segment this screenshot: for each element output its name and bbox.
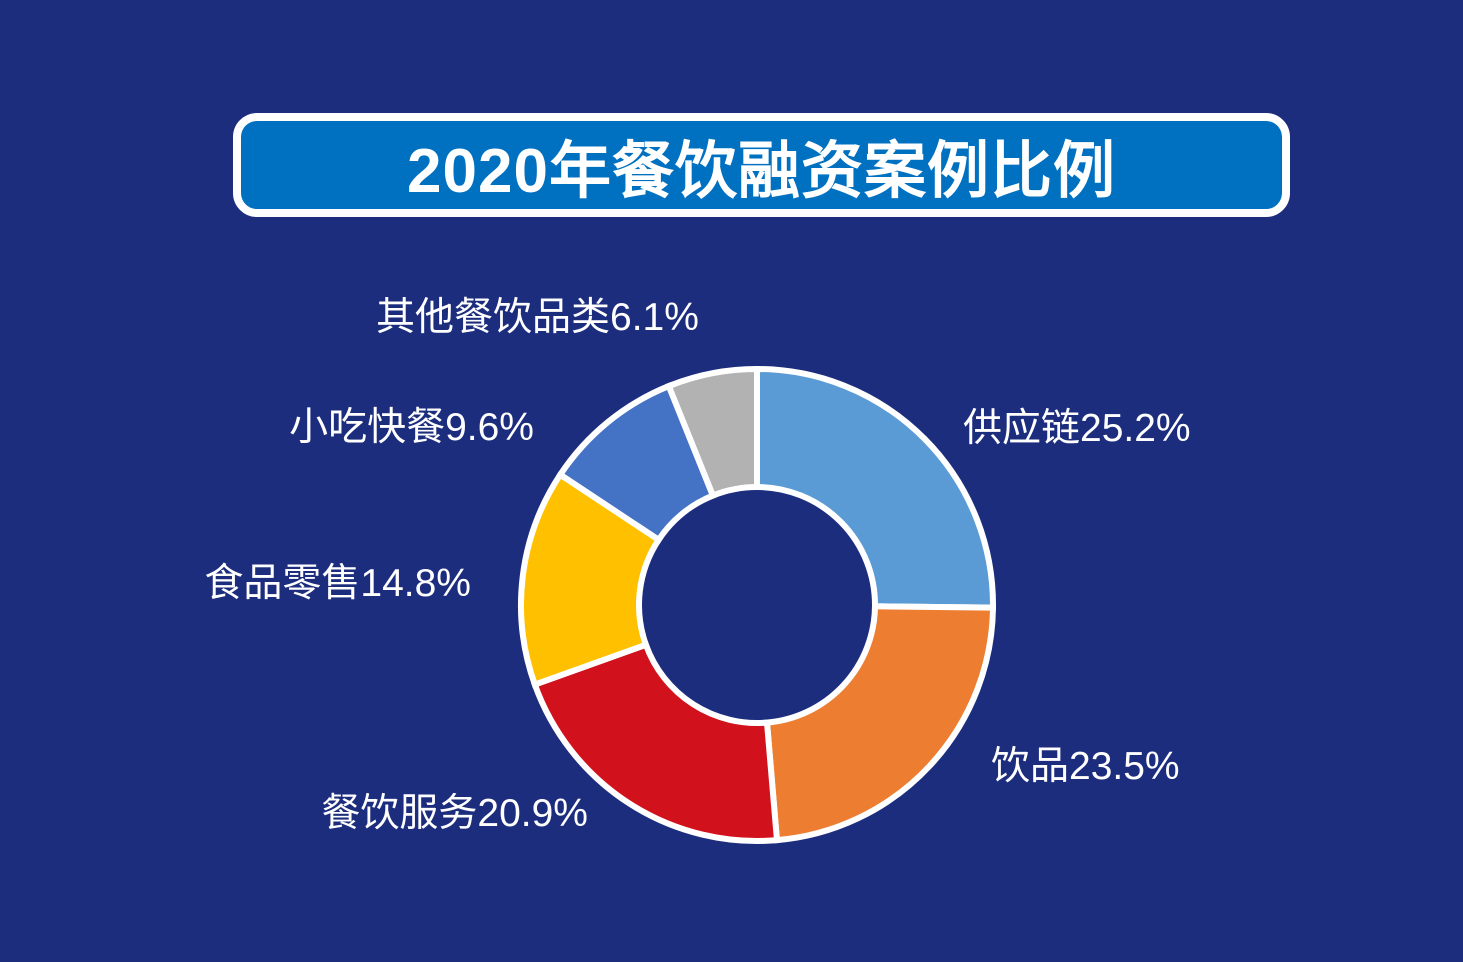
pie-slice-2 [530,640,781,844]
slice-label-3: 食品零售14.8% [204,562,471,605]
pie-slice-1 [763,603,997,844]
pie-slice-0 [754,365,996,611]
pie-slice-5 [664,365,760,500]
slice-label-4: 小吃快餐9.6% [289,406,534,449]
title-banner: 2020年餐饮融资案例比例 [233,113,1290,217]
slice-label-0: 供应链25.2% [963,407,1191,450]
page-title: 2020年餐饮融资案例比例 [407,137,1116,206]
pie-slice-3 [518,470,663,689]
slice-label-1: 饮品23.5% [991,745,1180,788]
slice-label-5: 其他餐饮品类6.1% [376,296,699,339]
slice-label-2: 餐饮服务20.9% [321,792,588,835]
